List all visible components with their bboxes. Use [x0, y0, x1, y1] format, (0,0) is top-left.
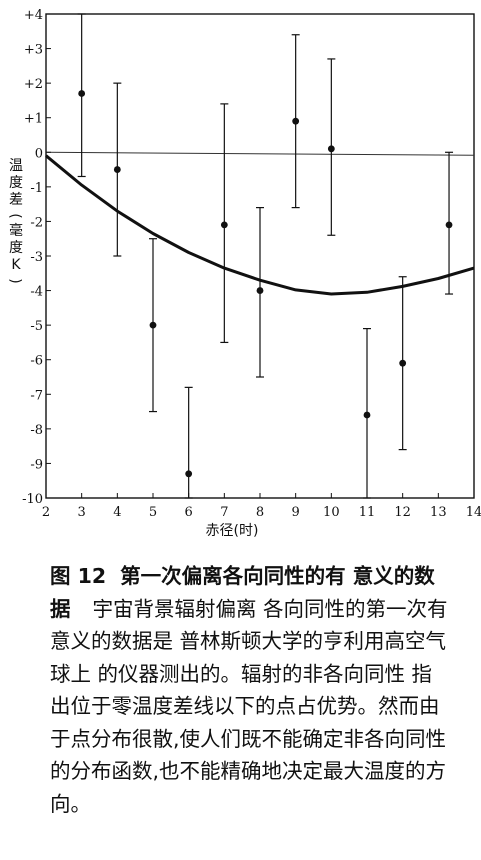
y-axis-label-char: 度 [9, 240, 23, 256]
y-axis-label-char: 差 [9, 192, 23, 208]
x-tick-label: 7 [220, 505, 228, 520]
y-tick-label: -4 [30, 285, 43, 300]
data-point [363, 411, 371, 419]
figure-caption: 图 12 第一次偏离各向同性的有 意义的数据 宇宙背景辐射偏离 各向同性的第一次有意… [50, 560, 450, 820]
data-point [399, 359, 407, 367]
y-tick-label: -1 [30, 181, 43, 196]
y-tick-label: +4 [24, 8, 43, 23]
data-point [220, 221, 228, 229]
y-tick-label: -6 [30, 354, 43, 369]
data-point [185, 470, 193, 478]
y-axis-label-char: 度 [9, 175, 23, 191]
data-point [256, 287, 264, 294]
zero-line [45, 151, 475, 156]
data-point [445, 221, 453, 229]
y-axis-label-char: 毫 [9, 222, 23, 239]
tick-labels: 2 3 4 5 6 7 8 9 10 11 12 13 14 +4 +3 +2 +1 0 -1 -2 -3 -4 -5 -6 -… [22, 8, 481, 520]
y-tick-label: -10 [22, 492, 43, 507]
y-tick-label: -2 [30, 215, 43, 230]
x-tick-label: 4 [113, 505, 121, 520]
data-points [77, 13, 454, 499]
y-tick-label: +2 [24, 77, 43, 92]
x-tick-label: 5 [149, 505, 157, 520]
x-tick-label: 14 [466, 505, 481, 520]
y-tick-label: -9 [30, 457, 43, 472]
y-tick-label: -3 [30, 250, 43, 265]
x-tick-label: 6 [185, 505, 193, 520]
caption-label: 图 12 [50, 564, 107, 588]
x-tick-label: 3 [78, 505, 86, 520]
data-point [78, 90, 86, 97]
y-tick-label: 0 [35, 146, 43, 161]
y-axis-label-char: ) [7, 278, 23, 283]
x-tick-label: 2 [42, 505, 50, 520]
caption-title: 第一次偏离各向同性的有 意义的数据 [50, 564, 435, 621]
y-axis-label-char: K [11, 257, 21, 273]
data-point [149, 321, 157, 329]
scatter-chart: 2 3 4 5 6 7 8 9 10 11 12 13 14 +4 +3 +2 +1 0 -1 -2 -3 -4 -5 -6 -… [7, 8, 481, 539]
y-tick-label: -5 [30, 319, 43, 334]
y-tick-label: +3 [24, 43, 43, 58]
x-tick-label: 9 [292, 505, 300, 520]
y-axis-label-char: ( [7, 213, 23, 218]
y-axis-label: 温度差(毫度K) [7, 158, 23, 284]
x-tick-label: 8 [256, 505, 264, 520]
x-tick-label: 11 [359, 505, 376, 520]
caption-body: 宇宙背景辐射偏离 各向同性的第一次有意义的数据是 普林斯顿大学的亨利用高空气球上… [50, 596, 448, 816]
x-tick-label: 13 [430, 505, 447, 520]
y-axis-label-char: 温 [9, 158, 23, 174]
y-tick-label: -7 [30, 388, 43, 403]
x-tick-label: 12 [394, 505, 411, 520]
x-axis-label: 赤径(时) [206, 523, 259, 539]
y-tick-label: -8 [30, 423, 43, 438]
data-point [292, 117, 300, 125]
data-point [327, 145, 335, 153]
data-point [113, 166, 121, 173]
x-tick-label: 10 [323, 505, 340, 520]
y-tick-label: +1 [24, 112, 43, 127]
